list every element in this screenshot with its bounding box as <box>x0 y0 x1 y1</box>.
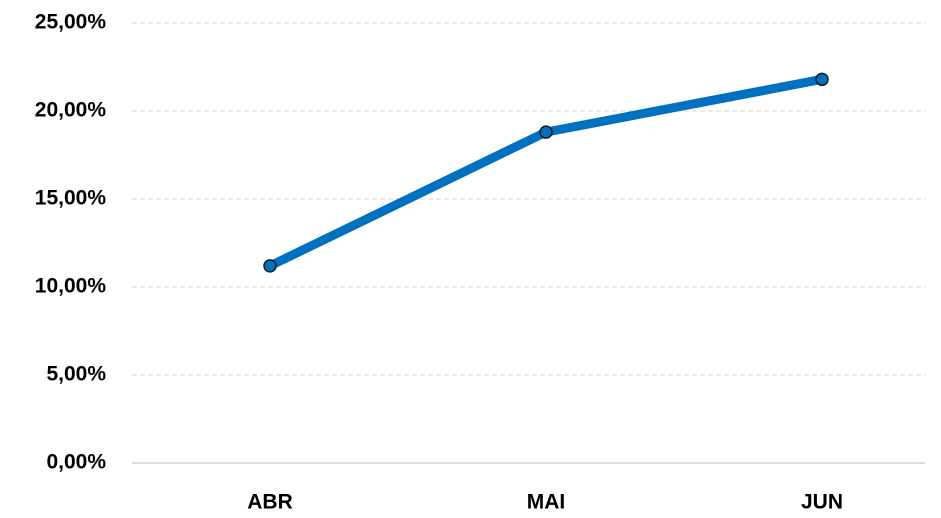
x-tick-label: JUN <box>801 491 843 514</box>
data-point <box>263 259 277 273</box>
x-tick-label: MAI <box>527 491 566 514</box>
data-line <box>268 74 823 270</box>
x-tick-label: ABR <box>247 491 293 514</box>
y-tick-label: 0,00% <box>46 451 106 474</box>
y-tick-label: 5,00% <box>46 363 106 386</box>
y-tick-label: 20,00% <box>35 99 107 122</box>
y-tick-label: 10,00% <box>35 275 107 298</box>
y-tick-label: 25,00% <box>35 11 107 34</box>
y-tick-label: 15,00% <box>35 187 107 210</box>
data-point <box>815 72 829 87</box>
data-point <box>539 125 553 139</box>
